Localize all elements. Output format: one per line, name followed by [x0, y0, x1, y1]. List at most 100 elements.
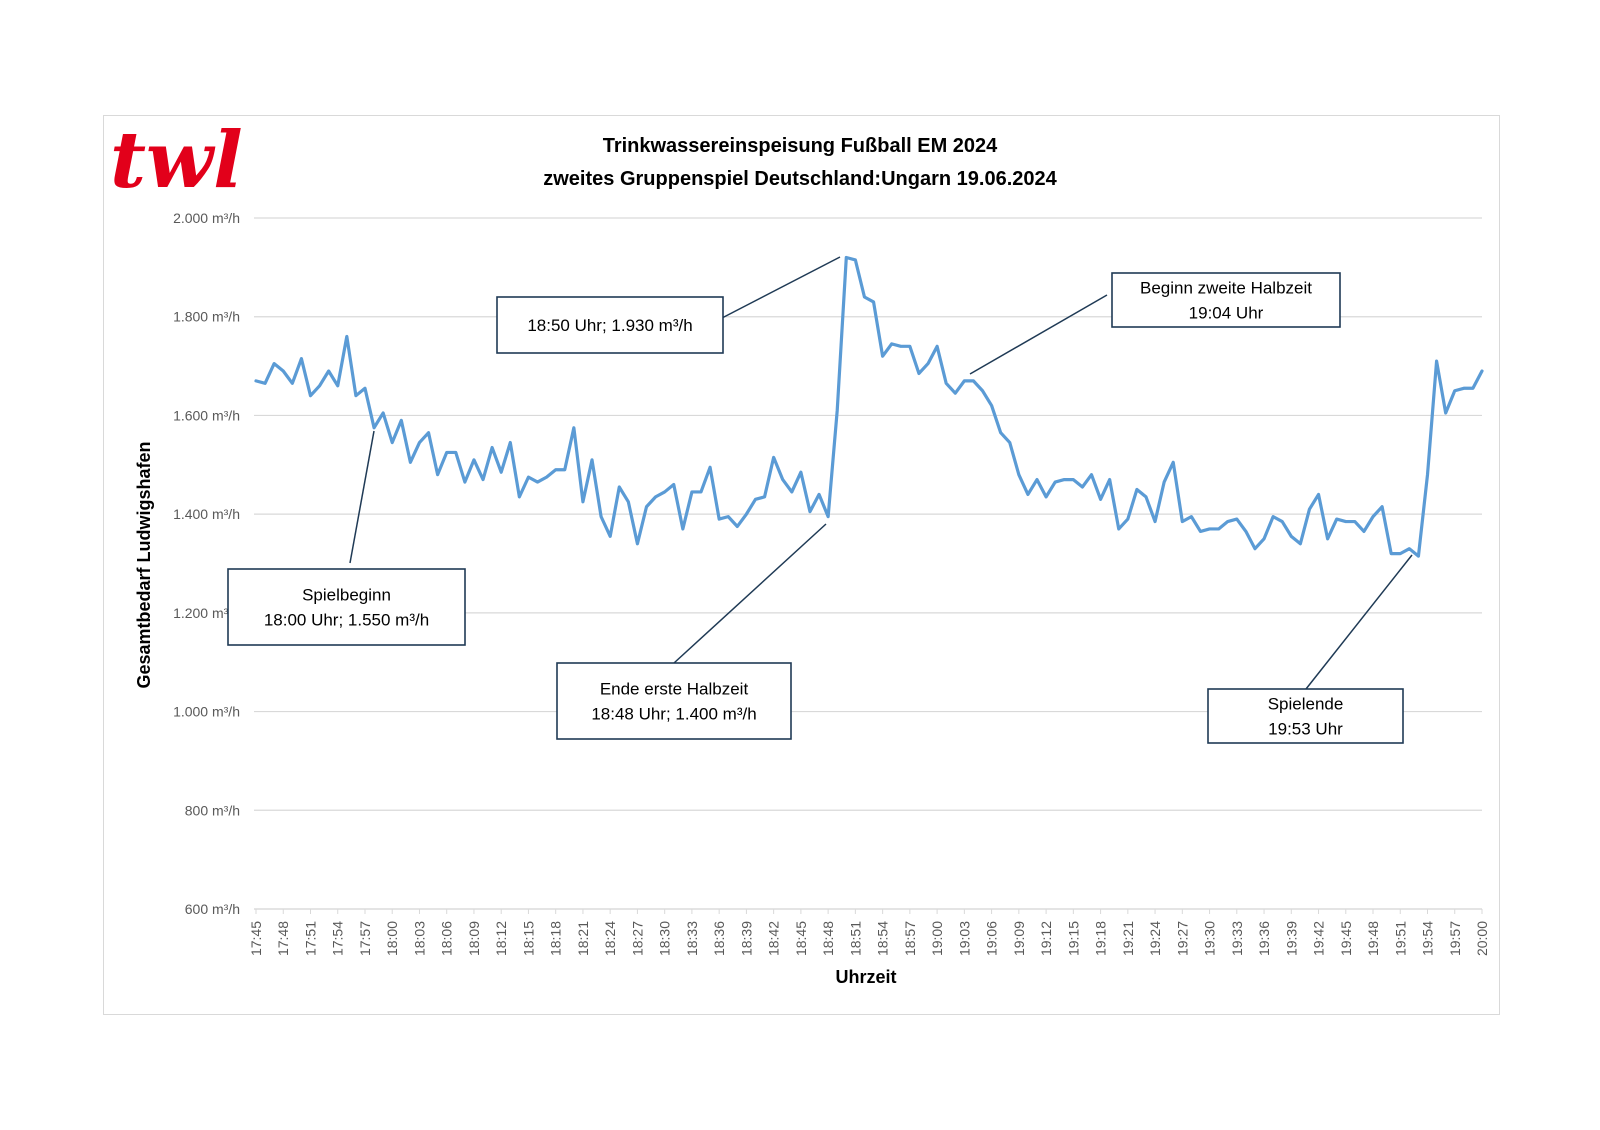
- data-point: [382, 412, 384, 414]
- data-point: [1163, 481, 1165, 483]
- data-point: [963, 380, 966, 382]
- data-point: [491, 446, 493, 449]
- data-point: [309, 394, 312, 397]
- x-tick-label: 19:24: [1147, 921, 1163, 956]
- chart-subtitle: zweites Gruppenspiel Deutschland:Ungarn …: [543, 168, 1057, 190]
- x-tick-label: 19:21: [1120, 921, 1136, 956]
- x-tick-label: 19:42: [1311, 921, 1327, 956]
- x-tick-label: 19:54: [1420, 921, 1436, 956]
- annotation-leader-line: [721, 256, 841, 319]
- data-point: [827, 515, 829, 518]
- data-point: [890, 343, 893, 345]
- data-point: [355, 394, 357, 397]
- data-point: [318, 385, 321, 387]
- data-point: [909, 345, 911, 348]
- data-point: [1172, 461, 1175, 464]
- data-point: [482, 478, 484, 481]
- data-point: [346, 335, 348, 338]
- annotation-leader-line: [673, 523, 827, 664]
- x-tick-label: 18:51: [847, 921, 863, 956]
- x-tick-label: 19:18: [1093, 921, 1109, 956]
- x-tick-label: 19:12: [1038, 921, 1054, 956]
- data-point: [609, 535, 611, 538]
- data-point: [654, 496, 657, 498]
- data-point: [418, 441, 421, 444]
- data-point: [1344, 520, 1347, 523]
- annotation-text: 19:53 Uhr: [1268, 720, 1343, 739]
- x-tick-label: 17:54: [330, 921, 346, 956]
- x-tick-label: 17:51: [302, 921, 318, 956]
- x-tick-label: 18:27: [629, 921, 645, 956]
- data-point: [1054, 481, 1056, 483]
- x-tick-label: 19:33: [1229, 921, 1245, 956]
- data-point: [1390, 552, 1392, 555]
- data-point: [536, 481, 539, 483]
- y-tick-label: 2.000 m³/h: [173, 210, 240, 226]
- data-point: [1018, 473, 1020, 476]
- data-point: [400, 419, 403, 422]
- data-point: [1236, 518, 1238, 520]
- data-point: [563, 468, 566, 471]
- x-tick-label: 18:24: [602, 921, 618, 956]
- data-point: [409, 461, 412, 464]
- x-tick-label: 19:06: [984, 921, 1000, 956]
- x-tick-label: 19:15: [1065, 921, 1081, 956]
- x-tick-label: 17:48: [275, 921, 291, 956]
- data-point: [836, 409, 839, 412]
- annotation-leader-line: [1305, 554, 1413, 690]
- data-point: [336, 385, 339, 387]
- annotation-leader-line: [969, 294, 1108, 375]
- data-point: [1254, 547, 1256, 550]
- data-point: [273, 362, 275, 365]
- data-point: [945, 382, 947, 385]
- x-tick-label: 18:54: [875, 921, 891, 956]
- annotation-text: Ende erste Halbzeit: [600, 680, 749, 699]
- y-tick-label: 1.200 m³/h: [173, 605, 240, 621]
- annotations: Spielbeginn 18:00 Uhr; 1.550 m³/h 18:50 Uh…: [227, 256, 1413, 744]
- x-tick-label: 18:18: [548, 921, 564, 956]
- data-point: [1090, 473, 1093, 476]
- y-tick-label: 800 m³/h: [185, 802, 240, 818]
- x-tick-label: 18:06: [439, 921, 455, 956]
- data-point: [718, 518, 720, 520]
- data-point: [899, 345, 902, 348]
- y-tick-label: 1.400 m³/h: [173, 506, 240, 522]
- data-point: [1435, 360, 1438, 362]
- data-point: [1008, 441, 1011, 444]
- annotation-callout: Beginn zweite Halbzeit 19:04 Uhr: [969, 272, 1341, 375]
- data-point: [727, 515, 730, 518]
- data-point: [391, 441, 394, 444]
- data-point: [1190, 515, 1193, 518]
- data-point: [1181, 520, 1184, 523]
- annotation-text: Spielende: [1268, 695, 1344, 714]
- x-tick-label: 18:00: [384, 921, 400, 956]
- data-point: [745, 513, 748, 515]
- x-tick-label: 19:03: [956, 921, 972, 956]
- data-point: [1154, 520, 1156, 523]
- data-point: [1245, 530, 1247, 533]
- data-point: [1372, 515, 1374, 518]
- x-tick-label: 19:09: [1011, 921, 1027, 956]
- data-point: [636, 542, 639, 545]
- data-point: [264, 382, 266, 385]
- y-tick-label: 1.800 m³/h: [173, 309, 240, 325]
- annotation-box: [496, 296, 724, 354]
- data-point: [700, 491, 702, 493]
- data-point: [772, 456, 775, 459]
- data-point: [863, 296, 866, 298]
- data-point: [854, 259, 857, 261]
- data-point: [1326, 538, 1329, 540]
- data-point: [818, 493, 820, 496]
- data-point: [1299, 542, 1302, 545]
- data-point: [1263, 538, 1265, 540]
- annotation-box: [1207, 688, 1404, 744]
- annotation-box: [227, 568, 466, 646]
- data-point: [927, 362, 929, 365]
- twl-logo-text: twl: [110, 115, 243, 206]
- data-point: [645, 505, 648, 508]
- x-tick-label: 19:51: [1392, 921, 1408, 956]
- data-point: [1444, 412, 1447, 414]
- data-point: [1027, 493, 1029, 496]
- data-point: [999, 431, 1002, 434]
